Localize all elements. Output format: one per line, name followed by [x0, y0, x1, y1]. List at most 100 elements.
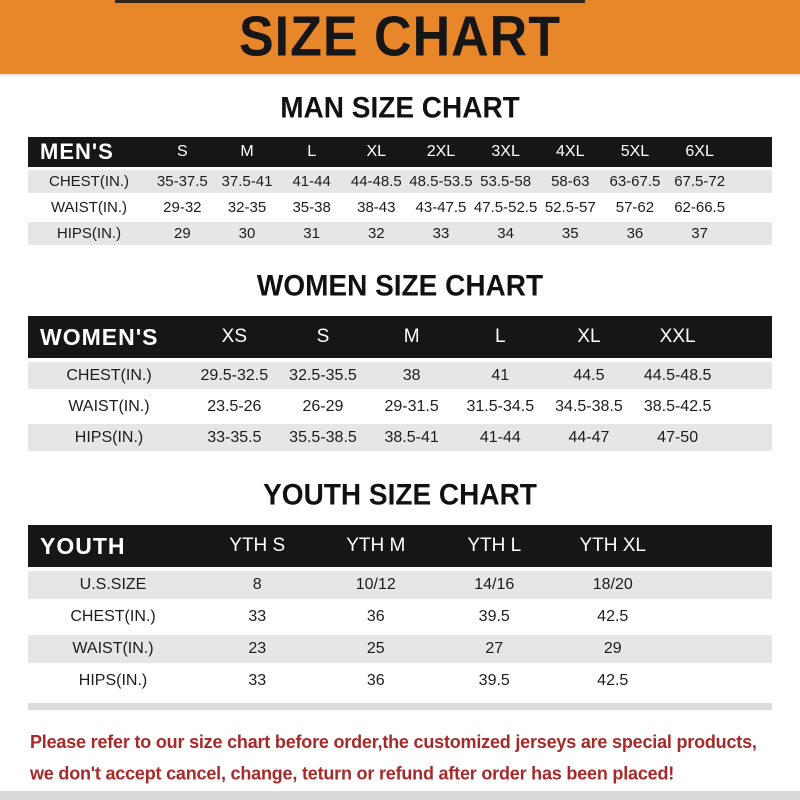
header-filler [732, 137, 772, 167]
size-value-cell: 34.5-38.5 [544, 393, 634, 420]
size-value-cell: 36 [316, 667, 435, 695]
row-label: HIPS(IN.) [28, 222, 150, 245]
size-column-header: YTH M [316, 525, 435, 567]
size-value-cell: 23.5-26 [190, 393, 279, 420]
size-value-cell: 42.5 [553, 667, 672, 695]
size-value-cell: 35.5-38.5 [278, 424, 368, 451]
size-value-cell: 44-48.5 [343, 170, 409, 193]
size-value-cell: 35 [537, 222, 603, 245]
size-value-cell: 52.5-57 [537, 196, 603, 219]
size-column-header: 6XL [667, 137, 732, 167]
size-column-header: M [214, 137, 280, 167]
size-value-cell: 53.5-58 [473, 170, 538, 193]
size-value-cell: 48.5-53.5 [408, 170, 474, 193]
size-value-cell: 63-67.5 [602, 170, 668, 193]
measurement-row: U.S.SIZE 8 10/12 14/16 18/20 [28, 571, 772, 599]
size-value-cell: 31.5-34.5 [455, 393, 545, 420]
footer-note: Please refer to our size chart before or… [0, 726, 800, 789]
size-column-header: 4XL [537, 137, 603, 167]
row-label: CHEST(IN.) [28, 603, 198, 631]
table-header-row: YOUTH YTH S YTH M YTH L YTH XL [28, 525, 772, 567]
size-value-cell: 36 [316, 603, 435, 631]
men-section-title: MAN SIZE CHART [280, 91, 520, 124]
size-value-cell: 29 [553, 635, 672, 663]
size-column-header: S [150, 137, 215, 167]
header-filler [672, 525, 772, 567]
size-value-cell: 42.5 [553, 603, 672, 631]
bottom-edge-strip [0, 791, 800, 800]
size-value-cell: 47.5-52.5 [473, 196, 538, 219]
banner-title: SIZE CHART [239, 5, 561, 69]
size-column-header: S [278, 316, 368, 358]
row-label: WAIST(IN.) [28, 196, 150, 219]
measurement-row: CHEST(IN.) 29.5-32.5 32.5-35.5 38 41 44.5 44.5… [28, 362, 772, 389]
size-value-cell: 33 [408, 222, 474, 245]
row-label: WAIST(IN.) [28, 393, 190, 420]
header-filler [722, 316, 772, 358]
size-value-cell: 32 [343, 222, 409, 245]
size-value-cell: 32.5-35.5 [278, 362, 368, 389]
size-value-cell: 32-35 [214, 196, 280, 219]
measurement-row: CHEST(IN.) 33 36 39.5 42.5 [28, 603, 772, 631]
size-column-header: XS [190, 316, 279, 358]
size-value-cell: 29 [150, 222, 215, 245]
size-value-cell: 33 [198, 603, 317, 631]
size-value-cell: 33-35.5 [190, 424, 279, 451]
size-value-cell: 36 [602, 222, 668, 245]
women-size-table: WOMEN'S XS S M L XL XXL CHEST(IN.) 29.5-32.5 32.5… [28, 312, 772, 455]
footer-line-2: we don't accept cancel, change, teturn o… [30, 762, 675, 784]
size-column-header: XL [343, 137, 409, 167]
size-column-header: 3XL [473, 137, 538, 167]
youth-section-title: YOUTH SIZE CHART [263, 478, 537, 511]
table-corner-label: YOUTH [28, 525, 198, 567]
measurement-row: WAIST(IN.) 29-32 32-35 35-38 38-43 43-47.5 47.… [28, 196, 772, 219]
row-filler [732, 196, 772, 219]
size-value-cell: 44-47 [544, 424, 634, 451]
size-value-cell: 18/20 [553, 571, 672, 599]
measurement-row: CHEST(IN.) 35-37.5 37.5-41 41-44 44-48.5 48.5… [28, 170, 772, 193]
size-value-cell: 29-31.5 [367, 393, 456, 420]
row-filler [722, 362, 772, 389]
row-label: U.S.SIZE [28, 571, 198, 599]
size-value-cell: 31 [279, 222, 344, 245]
footer-line-1: Please refer to our size chart before or… [30, 731, 757, 753]
size-column-header: 5XL [602, 137, 668, 167]
size-value-cell: 39.5 [435, 603, 554, 631]
row-filler [672, 667, 772, 695]
men-size-table: MEN'S S M L XL 2XL 3XL 4XL 5XL 6XL CHEST(IN.) 35-37… [28, 134, 772, 248]
size-value-cell: 25 [316, 635, 435, 663]
size-value-cell: 67.5-72 [667, 170, 732, 193]
row-label: HIPS(IN.) [28, 424, 190, 451]
measurement-row: WAIST(IN.) 23 25 27 29 [28, 635, 772, 663]
table-corner-label: MEN'S [28, 137, 150, 167]
row-filler [672, 635, 772, 663]
measurement-row: HIPS(IN.) 29 30 31 32 33 34 35 36 37 [28, 222, 772, 245]
row-label: WAIST(IN.) [28, 635, 198, 663]
measurement-row: HIPS(IN.) 33 36 39.5 42.5 [28, 667, 772, 695]
women-section-title: WOMEN SIZE CHART [256, 269, 544, 302]
size-value-cell: 29.5-32.5 [190, 362, 279, 389]
size-value-cell: 34 [473, 222, 538, 245]
size-column-header: L [279, 137, 344, 167]
size-value-cell: 58-63 [537, 170, 603, 193]
row-filler [722, 393, 772, 420]
size-value-cell: 35-37.5 [150, 170, 215, 193]
size-value-cell: 44.5 [544, 362, 634, 389]
size-value-cell: 14/16 [435, 571, 554, 599]
youth-size-table: YOUTH YTH S YTH M YTH L YTH XL U.S.SIZE 8 10/12… [28, 521, 772, 699]
size-column-header: XXL [633, 316, 722, 358]
table-corner-label: WOMEN'S [28, 316, 190, 358]
size-value-cell: 38.5-42.5 [633, 393, 722, 420]
row-label: CHEST(IN.) [28, 362, 190, 389]
size-value-cell: 38.5-41 [367, 424, 456, 451]
size-column-header: YTH L [435, 525, 554, 567]
row-filler [722, 424, 772, 451]
row-filler [732, 222, 772, 245]
size-value-cell: 33 [198, 667, 317, 695]
size-value-cell: 8 [198, 571, 317, 599]
size-value-cell: 30 [214, 222, 280, 245]
measurement-row: WAIST(IN.) 23.5-26 26-29 29-31.5 31.5-34.5 34… [28, 393, 772, 420]
header-banner: SIZE CHART [0, 0, 800, 76]
size-value-cell: 57-62 [602, 196, 668, 219]
